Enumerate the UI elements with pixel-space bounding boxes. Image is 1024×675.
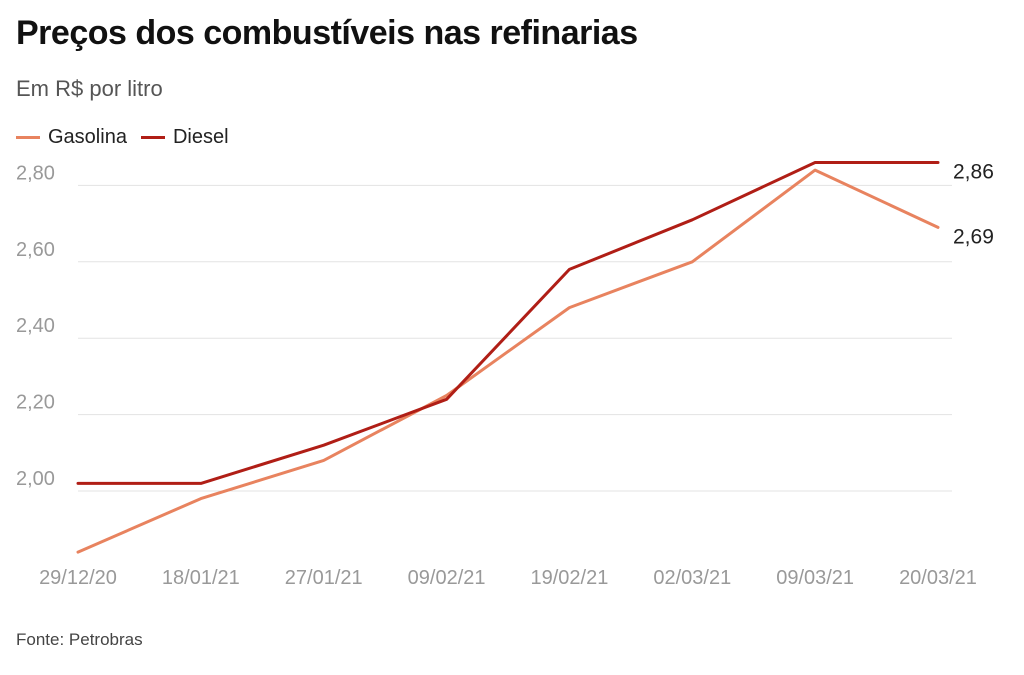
chart-subtitle: Em R$ por litro (16, 76, 163, 101)
y-tick-label: 2,00 (16, 468, 55, 490)
x-tick-label: 29/12/20 (39, 567, 117, 589)
legend-item-gasolina: Gasolina (16, 126, 127, 149)
legend: Gasolina Diesel (16, 126, 243, 149)
legend-label-gasolina: Gasolina (48, 126, 127, 148)
x-tick-label: 20/03/21 (899, 567, 977, 589)
x-tick-label: 09/03/21 (776, 567, 854, 589)
series-line-diesel (76, 161, 940, 485)
x-tick-label: 02/03/21 (653, 567, 731, 589)
legend-item-diesel: Diesel (140, 126, 229, 149)
legend-swatch-gasolina (16, 136, 40, 139)
y-tick-label: 2,40 (16, 315, 55, 337)
x-tick-label: 18/01/21 (162, 567, 240, 589)
legend-swatch-diesel (140, 136, 165, 139)
x-tick-label: 27/01/21 (285, 567, 363, 589)
end-label-gasolina: 2,69 (953, 225, 994, 248)
series-line-gasolina (76, 168, 940, 554)
end-label-diesel: 2,86 (953, 160, 994, 183)
y-tick-label: 2,20 (16, 392, 55, 414)
legend-label-diesel: Diesel (172, 126, 229, 148)
chart-title: Preços dos combustíveis nas refinarias (16, 14, 638, 52)
y-tick-label: 2,80 (16, 162, 55, 184)
y-tick-label: 2,60 (16, 239, 55, 261)
x-tick-label: 19/02/21 (530, 567, 608, 589)
x-tick-label: 09/02/21 (408, 567, 486, 589)
source-note: Fonte: Petrobras (16, 630, 143, 649)
